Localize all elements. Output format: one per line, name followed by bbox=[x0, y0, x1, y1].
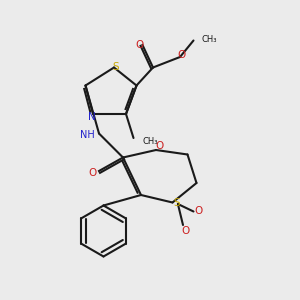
Text: O: O bbox=[182, 226, 190, 236]
Text: CH₃: CH₃ bbox=[142, 137, 158, 146]
Text: O: O bbox=[177, 50, 186, 60]
Text: O: O bbox=[155, 141, 164, 151]
Text: S: S bbox=[112, 62, 119, 72]
Text: O: O bbox=[195, 206, 203, 216]
Text: CH₃: CH₃ bbox=[201, 35, 217, 44]
Text: O: O bbox=[135, 40, 144, 50]
Text: NH: NH bbox=[80, 130, 94, 140]
Text: S: S bbox=[174, 199, 180, 208]
Text: N: N bbox=[88, 112, 95, 122]
Text: O: O bbox=[88, 169, 97, 178]
